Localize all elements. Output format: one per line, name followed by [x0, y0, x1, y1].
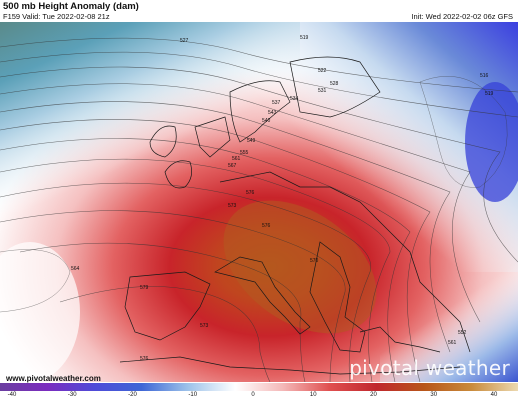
svg-text:564: 564 [71, 266, 80, 272]
svg-text:579: 579 [140, 285, 149, 291]
svg-text:534: 534 [290, 96, 299, 102]
colorbar-tick-label: 10 [309, 392, 317, 398]
warm-core [223, 200, 377, 334]
colorbar-legend: -40 -30 -20 -10 0 10 20 30 40 [0, 383, 518, 400]
colorbar-tick-label: 20 [370, 392, 377, 398]
neutral-area-west [0, 242, 80, 382]
height-anomaly-map: 527 519 516 528 531 537 534 522 543 540 … [0, 22, 518, 383]
svg-text:570: 570 [310, 258, 319, 264]
coastlines [119, 56, 471, 375]
svg-text:519: 519 [485, 91, 494, 97]
svg-text:522: 522 [318, 68, 327, 74]
svg-text:561: 561 [232, 156, 241, 162]
svg-text:561: 561 [448, 340, 457, 346]
svg-text:519: 519 [300, 35, 309, 41]
colorbar-tick-label: -40 [7, 392, 17, 398]
map-header: 500 mb Height Anomaly (dam) F159 Valid: … [0, 0, 518, 22]
cold-anomaly-southeast [380, 242, 518, 382]
svg-text:540: 540 [262, 118, 271, 124]
svg-text:567: 567 [228, 163, 237, 169]
svg-text:527: 527 [180, 38, 189, 44]
colorbar-tick-label: 0 [251, 392, 255, 398]
svg-text:537: 537 [272, 100, 281, 106]
brand-watermark: pivotal weather [349, 356, 510, 380]
svg-text:543: 543 [268, 110, 277, 116]
valid-time: F159 Valid: Tue 2022-02-08 21z [3, 12, 110, 21]
svg-text:573: 573 [200, 323, 209, 329]
init-time: Init: Wed 2022-02-02 06z GFS [411, 12, 513, 21]
colorbar-tick-label: 40 [490, 392, 498, 398]
svg-text:555: 555 [240, 150, 249, 156]
contour-label-group: 527 519 516 528 531 537 534 522 543 540 … [71, 35, 494, 362]
cold-anomaly-northwest [0, 22, 300, 212]
svg-text:573: 573 [228, 203, 237, 209]
svg-text:549: 549 [247, 138, 256, 144]
website-url: www.pivotalweather.com [6, 374, 101, 383]
map-title: 500 mb Height Anomaly (dam) [3, 1, 139, 12]
svg-text:531: 531 [318, 88, 327, 94]
colorbar-tick-label: -30 [67, 392, 77, 398]
svg-text:528: 528 [330, 81, 339, 87]
svg-text:576: 576 [140, 356, 149, 362]
svg-text:552: 552 [458, 330, 467, 336]
svg-text:576: 576 [262, 223, 271, 229]
contour-loops [0, 76, 508, 313]
svg-text:576: 576 [246, 190, 255, 196]
height-contours [0, 37, 518, 383]
colorbar-strip [0, 383, 518, 391]
svg-text:516: 516 [480, 73, 489, 79]
colorbar-tick-label: 30 [430, 392, 438, 398]
colorbar-tick-label: -10 [188, 392, 198, 398]
colorbar-tick-label: -20 [128, 392, 137, 398]
